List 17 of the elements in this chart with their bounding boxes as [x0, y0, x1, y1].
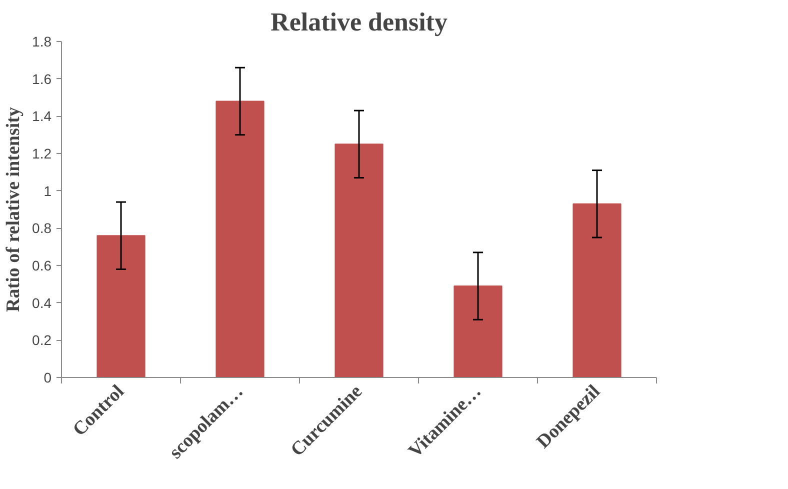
- bar: [454, 286, 502, 378]
- y-tick-label: 1.8: [32, 34, 52, 50]
- bar: [216, 100, 264, 378]
- chart-title: Relative density: [270, 8, 448, 36]
- y-axis-title: Ratio of relative intensity: [3, 106, 24, 312]
- bar: [572, 203, 622, 378]
- y-tick-label: 0.2: [32, 332, 52, 348]
- y-tick-label: 1.2: [32, 146, 52, 162]
- y-tick-label: 0.6: [32, 258, 52, 274]
- y-tick-label: 0.8: [32, 220, 52, 236]
- y-tick-label: 0.4: [32, 294, 52, 311]
- y-tick-label: 1: [44, 182, 52, 199]
- y-tick-label: 1.6: [32, 70, 52, 87]
- bar: [334, 144, 384, 378]
- y-tick-label: 1.4: [32, 108, 52, 124]
- y-tick-label: 0: [44, 370, 52, 386]
- bar: [96, 235, 146, 378]
